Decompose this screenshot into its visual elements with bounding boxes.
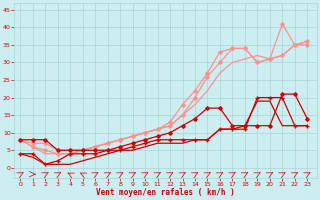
- X-axis label: Vent moyen/en rafales ( km/h ): Vent moyen/en rafales ( km/h ): [96, 188, 235, 197]
